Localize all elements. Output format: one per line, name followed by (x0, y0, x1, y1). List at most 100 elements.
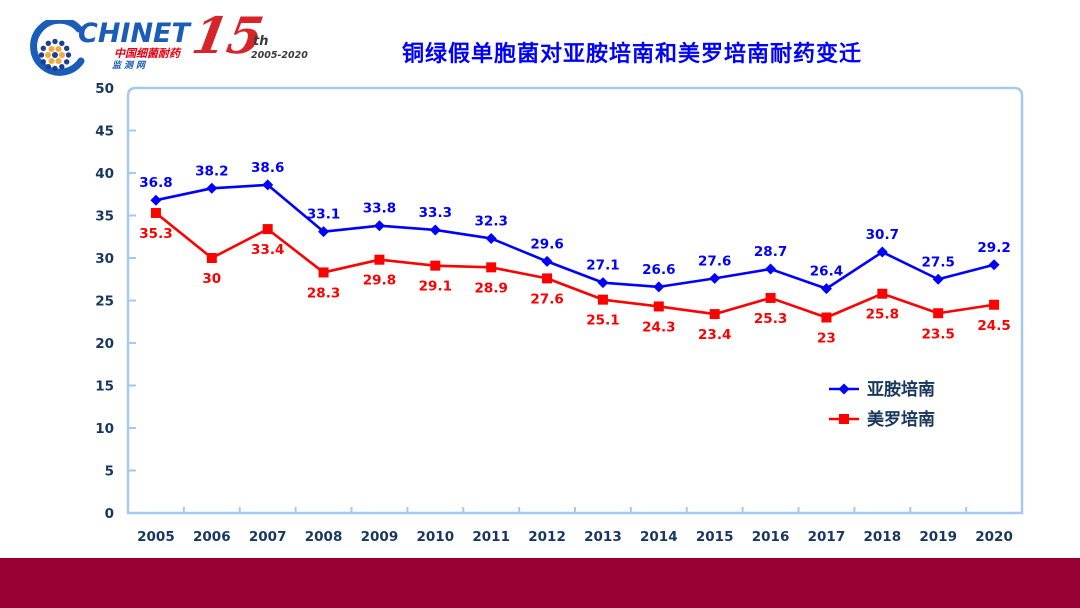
imipenem-marker (318, 226, 330, 238)
imipenem-data-label: 27.6 (698, 253, 731, 269)
meropenem-data-label: 23 (817, 331, 836, 347)
imipenem-marker (373, 220, 385, 232)
chinet-logo: CHINET 中国细菌耐药 监测网 (24, 18, 199, 84)
meropenem-marker (653, 301, 664, 312)
imipenem-marker (150, 194, 162, 206)
meropenem-marker (318, 267, 329, 278)
x-axis-tick-label: 2005 (137, 529, 175, 545)
meropenem-data-label: 25.3 (754, 311, 787, 327)
imipenem-data-label: 33.1 (307, 207, 340, 223)
imipenem-marker (206, 182, 218, 194)
meropenem-data-label: 25.1 (586, 313, 619, 329)
meropenem-data-label: 25.8 (866, 307, 899, 323)
x-axis-tick-label: 2009 (361, 529, 399, 545)
x-axis-tick-label: 2011 (472, 529, 510, 545)
imipenem-data-label: 29.2 (977, 240, 1010, 256)
x-axis-tick-label: 2013 (584, 529, 622, 545)
chinet-subtitle-cn: 中国细菌耐药 (114, 47, 180, 60)
imipenem-data-label: 27.5 (922, 254, 955, 270)
imipenem-data-label: 28.7 (754, 244, 787, 260)
x-axis-tick-label: 2018 (864, 529, 902, 545)
legend-item-meropenem: 美罗培南 (829, 409, 935, 430)
imipenem-marker (820, 283, 832, 295)
imipenem-marker (653, 281, 665, 293)
chinet-subtitle-cn2: 监测网 (112, 61, 149, 71)
imipenem-marker (262, 179, 274, 191)
imipenem-data-label: 26.6 (642, 262, 675, 278)
imipenem-data-label: 32.3 (475, 213, 508, 229)
plot-border (126, 86, 1024, 515)
meropenem-marker (933, 308, 944, 319)
meropenem-data-label: 24.5 (977, 318, 1010, 334)
chinet-globe-icon (30, 20, 85, 76)
x-axis-tick-label: 2006 (193, 529, 231, 545)
meropenem-marker (430, 260, 441, 271)
meropenem-marker (989, 299, 1000, 310)
x-axis-tick-label: 2012 (528, 529, 566, 545)
footer-bar (0, 558, 1080, 608)
y-axis-tick-label: 30 (95, 251, 114, 267)
imipenem-marker (597, 277, 609, 289)
meropenem-data-label: 33.4 (251, 242, 284, 258)
y-axis-tick-label: 40 (95, 166, 114, 182)
imipenem-data-label: 26.4 (810, 264, 843, 280)
imipenem-data-label: 36.8 (139, 175, 172, 191)
meropenem-marker (374, 254, 385, 265)
y-axis-tick-label: 0 (105, 506, 114, 522)
chinet-wordmark: CHINET (78, 18, 190, 49)
y-axis-tick-label: 35 (95, 209, 114, 225)
y-axis-tick-label: 45 (95, 124, 114, 140)
x-axis-tick-label: 2008 (305, 529, 343, 545)
y-axis-tick-label: 5 (105, 464, 114, 480)
y-axis-tick-label: 20 (95, 336, 114, 352)
x-axis-tick-label: 2015 (696, 529, 734, 545)
legend-label: 亚胺培南 (867, 379, 935, 400)
legend-marker (838, 383, 850, 395)
y-axis-tick-label: 10 (95, 421, 114, 437)
imipenem-data-label: 38.2 (195, 163, 228, 179)
imipenem-data-label: 38.6 (251, 160, 284, 176)
x-axis-tick-label: 2020 (975, 529, 1013, 545)
x-axis-tick-label: 2007 (249, 529, 287, 545)
x-axis-tick-label: 2014 (640, 529, 678, 545)
imipenem-marker (485, 232, 497, 244)
imipenem-marker (876, 246, 888, 258)
meropenem-data-label: 23.4 (698, 327, 731, 343)
legend-marker (839, 414, 849, 424)
x-axis-tick-label: 2016 (752, 529, 790, 545)
imipenem-marker (541, 255, 553, 267)
meropenem-data-label: 27.6 (530, 291, 563, 307)
imipenem-data-label: 33.3 (419, 205, 452, 221)
meropenem-marker (150, 207, 161, 218)
meropenem-marker (709, 309, 720, 320)
imipenem-marker (709, 272, 721, 284)
anniversary-years: 2005-2020 (251, 50, 308, 61)
meropenem-marker (765, 292, 776, 303)
meropenem-data-label: 29.1 (419, 279, 452, 295)
imipenem-data-label: 29.6 (530, 236, 563, 252)
imipenem-marker (429, 224, 441, 236)
imipenem-data-label: 27.1 (586, 258, 619, 274)
meropenem-marker (597, 294, 608, 305)
imipenem-data-label: 33.8 (363, 201, 396, 217)
meropenem-data-label: 28.9 (475, 280, 508, 296)
anniversary-logo: 15 th 2005-2020 (188, 6, 308, 74)
meropenem-data-label: 28.3 (307, 285, 340, 301)
y-axis-tick-label: 25 (95, 294, 114, 310)
y-axis-tick-label: 15 (95, 379, 114, 395)
legend-label: 美罗培南 (867, 409, 935, 430)
meropenem-data-label: 23.5 (922, 326, 955, 342)
imipenem-series: 36.8 38.2 38.6 33.1 33.8 33.3 32.3 29.6 27.1 26.6… (139, 160, 1011, 295)
imipenem-marker (932, 273, 944, 285)
imipenem-marker (988, 259, 1000, 271)
meropenem-marker (206, 253, 217, 263)
meropenem-data-label: 30 (202, 271, 221, 287)
chart-title: 铜绿假单胞菌对亚胺培南和美罗培南耐药变迁 (401, 42, 863, 67)
imipenem-data-label: 30.7 (866, 227, 899, 243)
meropenem-data-label: 24.3 (642, 319, 675, 335)
meropenem-marker (821, 312, 832, 323)
y-axis-tick-label: 50 (95, 81, 114, 97)
meropenem-marker (877, 288, 888, 299)
